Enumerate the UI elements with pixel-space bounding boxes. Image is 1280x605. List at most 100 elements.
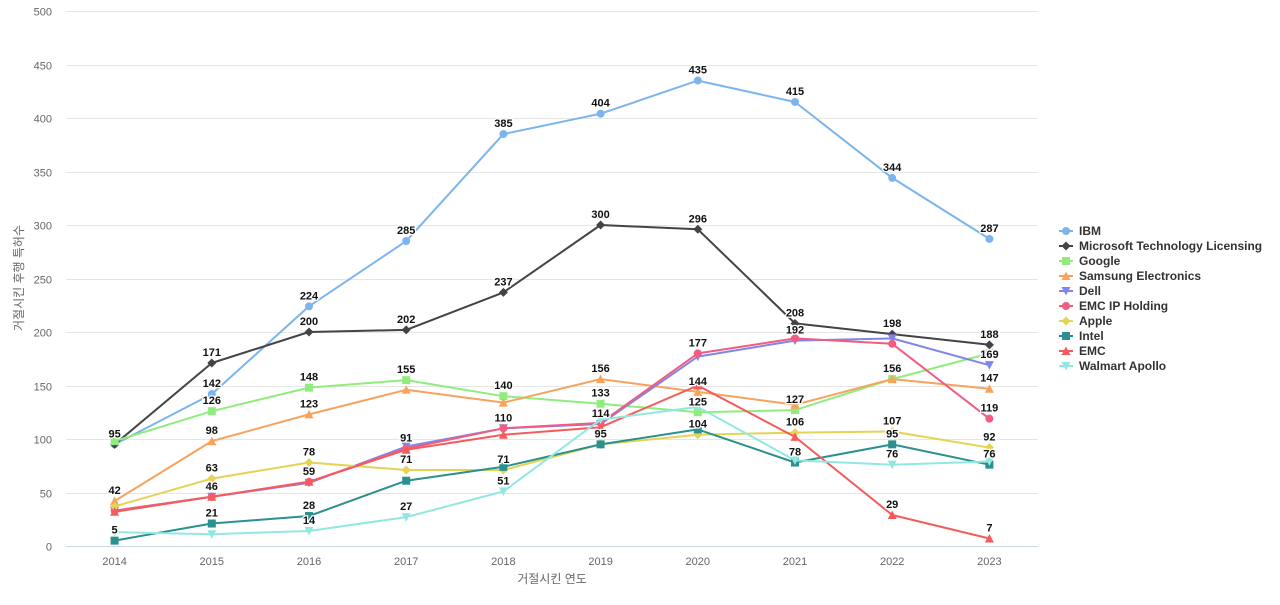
series-ibm — [110, 76, 994, 449]
data-label: 95 — [108, 428, 120, 440]
series-emc-ip-holding — [110, 334, 994, 515]
data-label: 104 — [689, 419, 708, 431]
series-line-intel — [113, 428, 991, 542]
series-line-apple — [113, 430, 991, 508]
data-point — [791, 334, 799, 343]
data-point — [596, 374, 606, 384]
legend-label: EMC IP Holding — [1079, 299, 1168, 313]
data-label: 76 — [886, 449, 898, 461]
legend-item-dell[interactable]: Dell — [1059, 284, 1101, 298]
data-point — [790, 400, 800, 409]
legend-item-walmart-apollo[interactable]: Walmart Apollo — [1059, 359, 1166, 373]
data-label: 98 — [206, 425, 218, 437]
data-point — [693, 425, 702, 434]
data-point — [693, 76, 702, 85]
data-point — [207, 530, 217, 539]
data-label: 344 — [883, 162, 902, 174]
data-label: 147 — [980, 373, 998, 385]
data-label: 435 — [689, 65, 707, 77]
data-point — [498, 430, 508, 439]
legend-marker — [1062, 302, 1070, 310]
x-tick-label: 2022 — [880, 556, 904, 568]
data-point — [110, 536, 119, 545]
y-axis-title: 거절시킨 후행 특허수 — [11, 225, 26, 331]
data-point — [498, 398, 508, 407]
series-layer — [110, 76, 994, 545]
data-label: 156 — [591, 363, 609, 375]
data-label: 208 — [786, 307, 804, 319]
legend-item-emc[interactable]: EMC — [1059, 344, 1106, 358]
data-point — [887, 510, 897, 519]
y-tick-label: 300 — [34, 221, 52, 233]
data-label: 95 — [594, 428, 606, 440]
data-label: 63 — [206, 463, 218, 475]
data-label: 142 — [203, 378, 221, 390]
data-label: 169 — [980, 349, 998, 361]
series-line-google — [113, 352, 991, 443]
data-point — [207, 358, 217, 368]
data-label: 95 — [886, 428, 898, 440]
series-line-walmart-apollo — [113, 405, 991, 536]
x-tick-label: 2014 — [102, 556, 126, 568]
data-label: 7 — [986, 523, 992, 535]
x-tick-label: 2019 — [588, 556, 612, 568]
data-label: 91 — [400, 433, 412, 445]
data-point — [985, 414, 994, 423]
x-tick-label: 2023 — [977, 556, 1001, 568]
legend-item-microsoft-technology-licensing[interactable]: Microsoft Technology Licensing — [1059, 239, 1262, 253]
x-axis-title: 거절시킨 연도 — [517, 572, 587, 586]
legend-item-samsung-electronics[interactable]: Samsung Electronics — [1059, 269, 1201, 283]
data-label: 71 — [497, 454, 509, 466]
data-point — [207, 436, 217, 446]
legend-item-google[interactable]: Google — [1059, 254, 1121, 268]
data-point — [791, 406, 799, 415]
data-point — [207, 474, 217, 484]
legend-label: Walmart Apollo — [1079, 359, 1166, 373]
data-label: 385 — [494, 118, 512, 130]
data-point — [596, 422, 606, 432]
data-point — [888, 440, 897, 449]
data-label: 114 — [592, 408, 611, 420]
data-label: 126 — [203, 395, 221, 407]
data-label: 177 — [689, 337, 707, 349]
data-label: 107 — [883, 416, 901, 428]
data-point — [693, 408, 702, 417]
data-label: 29 — [886, 499, 898, 511]
data-label: 59 — [303, 466, 315, 478]
data-label: 224 — [300, 290, 319, 302]
data-point — [984, 443, 994, 453]
data-point — [984, 361, 994, 370]
data-label: 200 — [300, 316, 318, 328]
x-tick-label: 2021 — [783, 556, 807, 568]
data-label: 192 — [786, 325, 804, 337]
data-point — [402, 376, 411, 385]
data-label: 42 — [108, 485, 120, 497]
data-label: 78 — [303, 447, 315, 459]
data-label: 404 — [591, 98, 610, 110]
data-point — [402, 476, 411, 485]
legend-label: Microsoft Technology Licensing — [1079, 239, 1262, 253]
legend-item-emc-ip-holding[interactable]: EMC IP Holding — [1059, 299, 1168, 313]
data-point — [790, 318, 800, 328]
data-point — [693, 349, 702, 358]
data-point — [498, 287, 508, 297]
data-point — [401, 465, 411, 475]
legend-item-intel[interactable]: Intel — [1059, 329, 1104, 343]
data-point — [887, 334, 897, 343]
legend-item-ibm[interactable]: IBM — [1059, 224, 1101, 238]
x-tick-label: 2017 — [394, 556, 418, 568]
series-samsung-electronics — [110, 374, 994, 506]
data-point — [304, 409, 314, 419]
data-label: 300 — [591, 209, 609, 221]
data-point — [984, 534, 994, 543]
legend-item-apple[interactable]: Apple — [1059, 314, 1113, 328]
x-tick-label: 2018 — [491, 556, 515, 568]
data-label: 198 — [883, 318, 901, 330]
legend-marker — [1061, 287, 1071, 296]
data-point — [985, 349, 994, 358]
data-point — [596, 415, 606, 425]
data-point — [304, 458, 314, 468]
data-point — [498, 487, 508, 496]
y-tick-label: 250 — [34, 275, 52, 287]
